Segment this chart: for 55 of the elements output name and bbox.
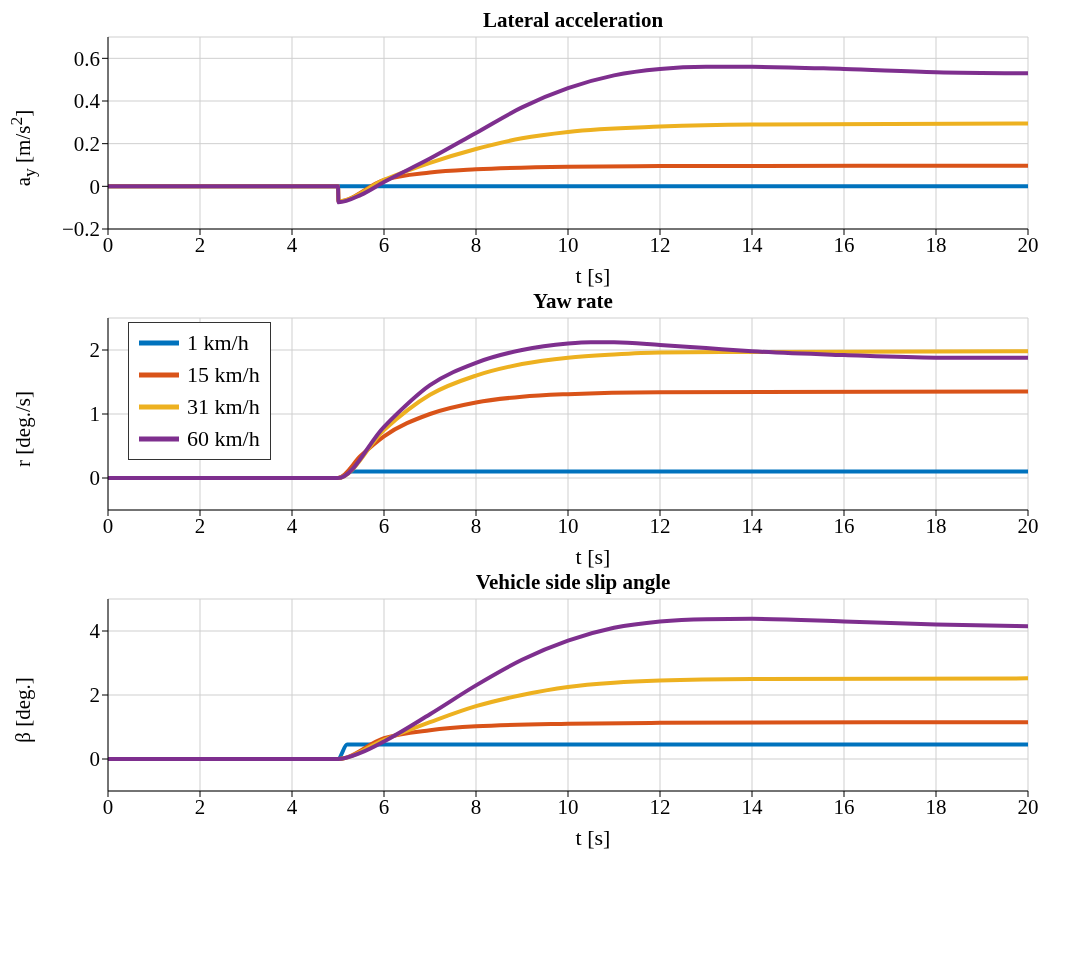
legend-label: 1 km/h bbox=[187, 329, 249, 357]
x-tick-label: 20 bbox=[1017, 794, 1039, 819]
x-tick-label: 16 bbox=[833, 232, 855, 257]
legend-label: 60 km/h bbox=[187, 425, 260, 453]
x-tick-label: 12 bbox=[649, 794, 671, 819]
x-tick-label: 6 bbox=[378, 513, 390, 538]
x-tick-label: 4 bbox=[286, 232, 298, 257]
x-tick-label: 18 bbox=[925, 794, 947, 819]
chart-title: Yaw rate bbox=[532, 289, 614, 314]
x-tick-label: 20 bbox=[1017, 232, 1039, 257]
x-tick-label: 4 bbox=[286, 794, 298, 819]
x-tick-label: 8 bbox=[470, 513, 482, 538]
x-tick-label: 4 bbox=[286, 513, 298, 538]
x-tick-label: 8 bbox=[470, 794, 482, 819]
y-tick-label: 0.6 bbox=[73, 46, 100, 71]
y-axis-title: β [deg.] bbox=[10, 677, 36, 743]
y-tick-label: 0.4 bbox=[73, 89, 101, 114]
x-tick-label: 18 bbox=[925, 513, 947, 538]
legend-label: 31 km/h bbox=[187, 393, 260, 421]
x-tick-label: 12 bbox=[649, 232, 671, 257]
y-tick-label: 0.2 bbox=[73, 132, 100, 157]
y-tick-label: −0.2 bbox=[61, 217, 100, 242]
x-tick-label: 6 bbox=[378, 232, 390, 257]
line-series bbox=[108, 616, 1028, 761]
y-tick-label: 0 bbox=[89, 174, 100, 199]
x-tick-label: 20 bbox=[1017, 513, 1039, 538]
x-tick-label: 16 bbox=[833, 513, 855, 538]
x-tick-label: 10 bbox=[557, 794, 579, 819]
x-tick-label: 6 bbox=[378, 794, 390, 819]
x-tick-label: 8 bbox=[470, 232, 482, 257]
x-tick-label: 10 bbox=[557, 513, 579, 538]
y-tick-label: 1 bbox=[89, 402, 100, 427]
y-axis-title: r [deg./s] bbox=[10, 391, 36, 467]
x-tick-label: 18 bbox=[925, 232, 947, 257]
x-tick-label: 2 bbox=[194, 513, 206, 538]
x-tick-label: 2 bbox=[194, 794, 206, 819]
x-axis-title: t [s] bbox=[574, 263, 612, 289]
chart-title: Lateral acceleration bbox=[481, 8, 665, 33]
y-tick-label: 0 bbox=[89, 466, 100, 491]
x-axis-title: t [s] bbox=[574, 544, 612, 570]
x-tick-label: 14 bbox=[741, 232, 763, 257]
x-axis-title: t [s] bbox=[574, 825, 612, 851]
y-tick-label: 2 bbox=[89, 683, 100, 708]
x-tick-label: 14 bbox=[741, 513, 763, 538]
x-tick-label: 14 bbox=[741, 794, 763, 819]
legend-label: 15 km/h bbox=[187, 361, 260, 389]
x-tick-label: 16 bbox=[833, 794, 855, 819]
y-tick-label: 2 bbox=[89, 338, 100, 363]
x-tick-label: 12 bbox=[649, 513, 671, 538]
y-tick-label: 0 bbox=[89, 747, 100, 772]
y-tick-label: 4 bbox=[89, 619, 101, 644]
chart-title: Vehicle side slip angle bbox=[474, 570, 672, 595]
x-tick-label: 2 bbox=[194, 232, 206, 257]
x-tick-label: 10 bbox=[557, 232, 579, 257]
line-series bbox=[108, 64, 1028, 205]
